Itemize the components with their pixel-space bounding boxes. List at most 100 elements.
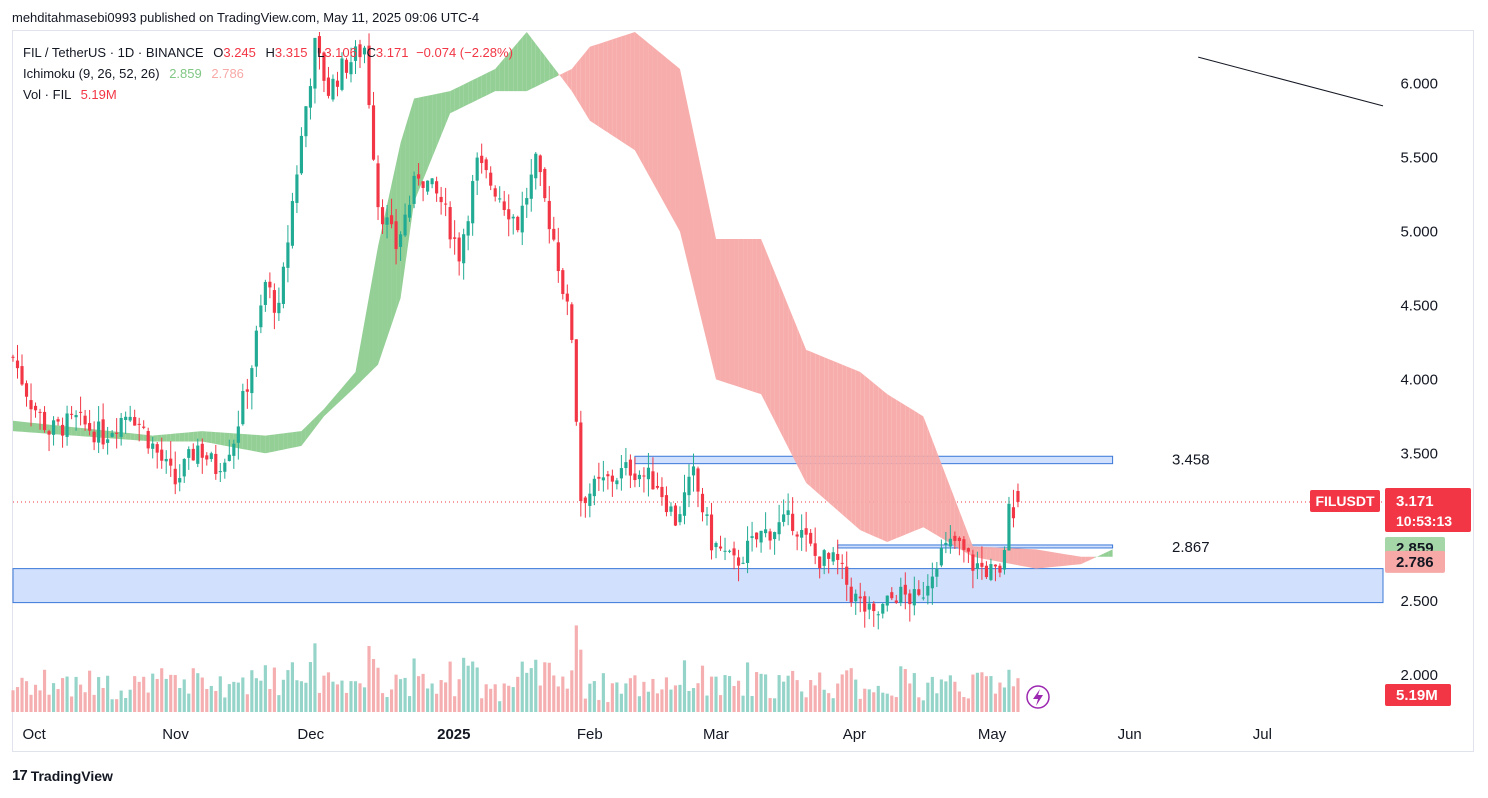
- cloud-segment: [432, 93, 437, 158]
- y-tick-label: 4.000: [1400, 371, 1438, 388]
- volume-bar: [209, 685, 213, 712]
- cloud-segment: [125, 432, 131, 440]
- volume-bar: [570, 670, 574, 712]
- legend-ichimoku-b: 2.786: [211, 66, 244, 81]
- volume-bar: [597, 699, 601, 712]
- candle-body: [687, 476, 691, 496]
- candle-body: [236, 426, 240, 443]
- volume-bar: [187, 693, 191, 712]
- cloud-segment: [1090, 556, 1095, 560]
- cloud-segment: [837, 362, 843, 515]
- candle-body: [795, 534, 799, 537]
- cloud-segment: [634, 32, 640, 159]
- volume-bar: [800, 691, 804, 712]
- candle-body: [507, 209, 511, 220]
- legend-volume-value: 5.19M: [80, 87, 117, 102]
- y-tick-label: 5.500: [1400, 150, 1438, 167]
- candle-body: [782, 514, 786, 522]
- candle-body: [151, 443, 155, 449]
- volume-bar: [137, 681, 141, 712]
- candle-body: [700, 493, 705, 513]
- volume-bar: [272, 667, 276, 712]
- candle-body: [313, 37, 317, 89]
- volume-bar: [263, 665, 267, 712]
- volume-bar: [42, 669, 47, 712]
- cloud-segment: [517, 37, 523, 92]
- y-tick-label: 2.500: [1400, 593, 1438, 610]
- cloud-segment: [585, 46, 590, 121]
- lightning-icon[interactable]: [1026, 685, 1050, 709]
- volume-bar: [782, 681, 786, 712]
- cloud-segment: [481, 73, 487, 98]
- candle-body: [70, 413, 74, 415]
- candle-body: [322, 52, 326, 81]
- cloud-segment: [369, 271, 374, 374]
- candle-body: [890, 592, 894, 599]
- candle-body: [218, 471, 222, 473]
- cloud-segment: [824, 357, 829, 503]
- price-annotation: 2.867: [1172, 539, 1210, 556]
- cloud-segment: [400, 128, 406, 299]
- cloud-segment: [688, 111, 694, 288]
- zones-layer: [12, 56, 1384, 604]
- candle-body: [56, 419, 60, 422]
- cloud-segment: [986, 547, 991, 561]
- candle-body: [646, 467, 651, 480]
- candle-body: [813, 543, 817, 556]
- candle-body: [894, 600, 898, 603]
- volume-bar: [326, 672, 331, 712]
- countdown-label: 10:53:13: [1396, 513, 1452, 529]
- cloud-segment: [166, 433, 171, 442]
- cloud-segment: [378, 225, 383, 365]
- volume-bar: [88, 670, 92, 712]
- chart-frame[interactable]: [12, 30, 1474, 752]
- cloud-segment: [391, 163, 397, 325]
- legend-symbol: FIL / TetherUS · 1D · BINANCE: [23, 45, 204, 60]
- candle-body: [362, 47, 367, 55]
- cloud-segment: [738, 238, 744, 389]
- volume-bar: [358, 683, 362, 712]
- cloud-segment: [571, 63, 577, 99]
- volume-bar: [70, 696, 74, 712]
- cloud-segment: [1054, 552, 1059, 567]
- volume-bar: [912, 673, 916, 712]
- volume-bar: [308, 662, 313, 712]
- cloud-segment: [873, 383, 879, 539]
- cloud-segment: [1072, 555, 1077, 566]
- x-tick-label: Mar: [703, 726, 729, 743]
- volume-bar: [205, 688, 209, 712]
- candle-body: [764, 529, 768, 534]
- candle-body: [529, 174, 533, 199]
- cloud-segment: [526, 32, 532, 92]
- volume-bar: [182, 679, 186, 712]
- cloud-segment: [896, 399, 901, 539]
- volume-bar: [421, 673, 425, 712]
- candle-body: [408, 204, 412, 218]
- volume-bar: [561, 676, 565, 712]
- candle-body: [65, 413, 69, 437]
- candle-body: [800, 529, 804, 538]
- volume-bar: [975, 672, 979, 712]
- cloud-segment: [693, 132, 698, 306]
- cloud-segment: [1103, 551, 1109, 557]
- candle-body: [543, 168, 547, 199]
- cloud-segment: [1013, 548, 1018, 566]
- candle-body: [944, 542, 948, 545]
- volume-bar: [218, 676, 222, 712]
- volume-bar: [520, 661, 524, 712]
- volume-bar: [696, 683, 700, 712]
- cloud-segment: [594, 43, 599, 127]
- cloud-segment: [887, 394, 892, 542]
- candle-body: [525, 198, 529, 205]
- volume-bar: [335, 684, 340, 712]
- volume-bar: [836, 683, 840, 712]
- cloud-segment: [932, 440, 937, 536]
- cloud-segment: [562, 71, 568, 86]
- candle-body: [727, 550, 732, 552]
- volume-bar: [191, 668, 195, 712]
- tradingview-logo[interactable]: 17 TradingView: [12, 767, 113, 784]
- candle-body: [696, 468, 700, 492]
- candle-body: [1011, 507, 1016, 519]
- candle-body: [980, 562, 984, 567]
